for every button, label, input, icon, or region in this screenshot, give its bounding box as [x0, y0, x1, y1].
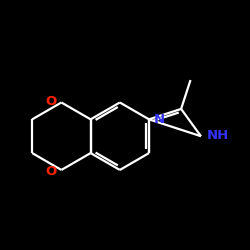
Text: NH: NH: [207, 129, 230, 142]
Text: N: N: [154, 114, 165, 126]
Text: O: O: [46, 95, 57, 108]
Text: O: O: [46, 164, 57, 177]
